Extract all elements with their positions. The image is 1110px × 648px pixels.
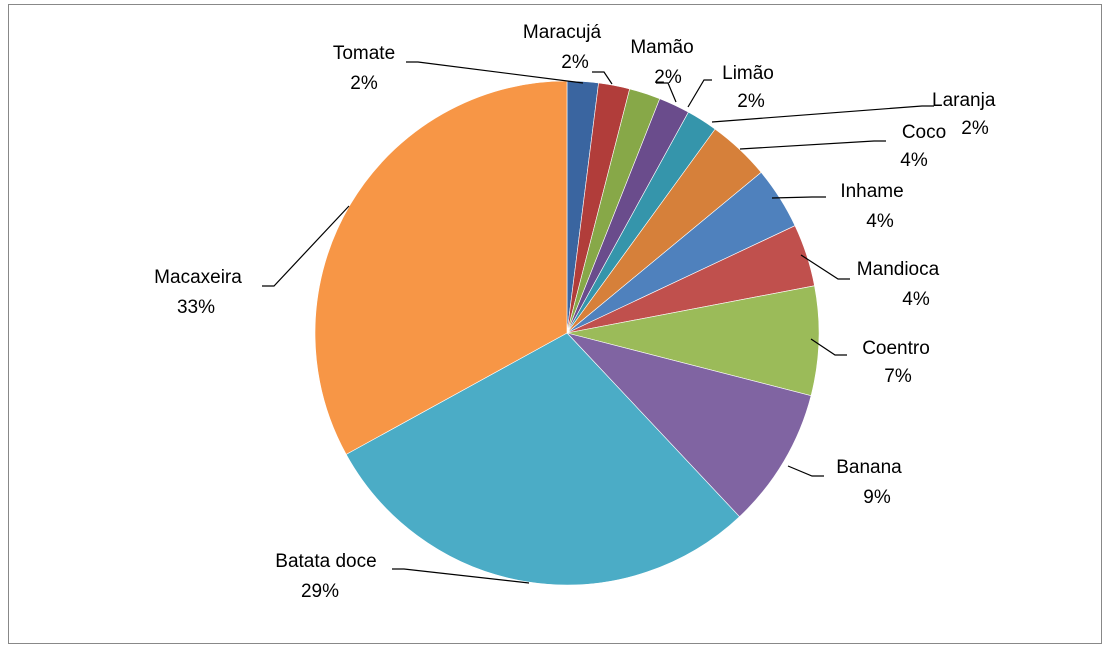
leader-line-inhame [771,196,826,199]
slice-percent-maracuja: 2% [561,52,589,73]
leader-line-banana [787,465,824,477]
slice-label-coentro: Coentro [862,338,930,359]
leader-line-maracuja [592,71,613,85]
leader-line-tomate [406,61,584,84]
slice-label-limao: Limão [722,63,774,84]
slice-label-laranja: Laranja [932,90,996,111]
slice-percent-tomate: 2% [350,73,378,94]
leader-line-mandioca [800,254,850,280]
pie-slice-banana [566,332,812,518]
slice-label-tomate: Tomate [333,43,395,64]
slice-label-macaxeira: Macaxeira [154,267,242,288]
slice-label-batata-doce: Batata doce [275,551,376,572]
leader-line-macaxeira [262,205,350,287]
slice-percent-inhame: 4% [866,211,894,232]
slice-percent-laranja: 2% [961,118,989,139]
leader-line-limao [687,79,712,108]
pie-slice-batata-doce [345,332,740,586]
leader-line-laranja [711,105,934,123]
slice-label-inhame: Inhame [840,181,903,202]
slice-label-banana: Banana [836,457,902,478]
slice-percent-mamao: 2% [654,67,682,88]
leader-line-mamao [656,82,677,103]
slice-percent-batata-doce: 29% [301,581,339,602]
slice-percent-limao: 2% [737,91,765,112]
pie-slice-coentro [566,285,820,397]
slice-label-mamao: Mamão [630,37,693,58]
slice-percent-mandioca: 4% [902,289,930,310]
leader-line-coentro [810,338,847,356]
slice-label-coco: Coco [902,122,946,143]
leader-line-batata-doce [392,568,530,584]
leader-line-coco [739,140,886,150]
pie-slice-macaxeira [314,80,568,455]
slice-percent-banana: 9% [863,487,891,508]
slice-percent-macaxeira: 33% [177,297,215,318]
slice-label-maracuja: Maracujá [523,22,602,43]
slice-percent-coco: 4% [900,150,928,171]
slice-percent-coentro: 7% [884,366,912,387]
slice-label-mandioca: Mandioca [857,259,940,280]
